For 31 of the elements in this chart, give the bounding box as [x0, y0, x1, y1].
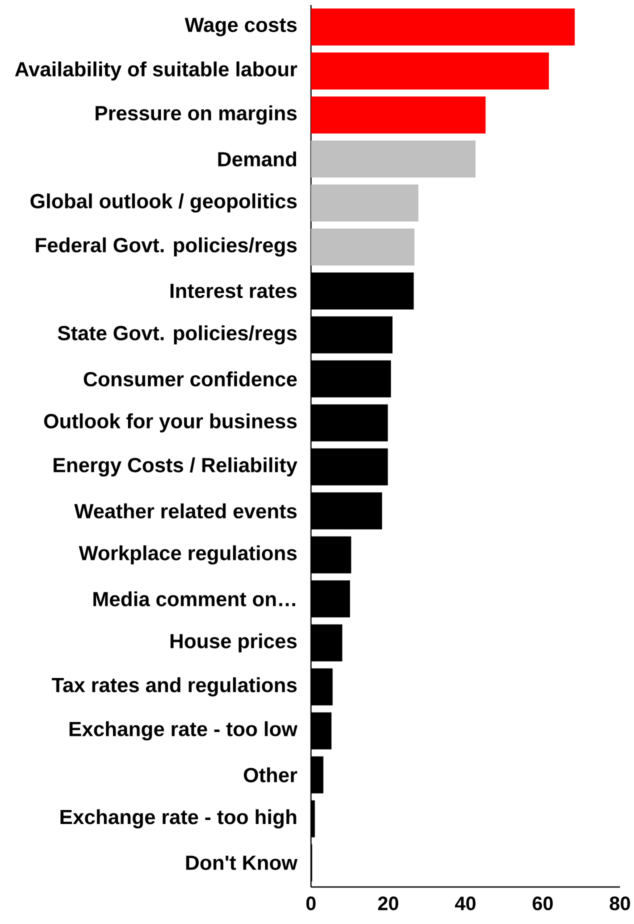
- bar: [310, 228, 414, 266]
- y-tick-label: Demand: [218, 151, 296, 166]
- x-tick-label: 20: [378, 896, 398, 910]
- y-tick-label: Pressure on margins: [96, 105, 297, 125]
- y-tick-label: Exchange rate - too high: [60, 809, 296, 828]
- y-tick-label: Federal Govt. policies/regs: [36, 237, 297, 257]
- bar: [310, 96, 486, 134]
- y-tick-label: House prices: [170, 633, 297, 652]
- bar: [310, 52, 549, 90]
- x-tick-label: 40: [454, 896, 476, 910]
- y-tick-label: Other: [244, 767, 298, 782]
- y-tick-label: Tax rates and regulations: [52, 677, 297, 696]
- y-tick-label: Wage costs: [184, 18, 297, 36]
- x-tick-label: 60: [532, 896, 553, 910]
- y-tick-label: Energy Costs / Reliability: [54, 457, 298, 476]
- bar: [310, 184, 418, 222]
- y-tick-label: Weather related events: [74, 503, 297, 518]
- y-tick-label: Global outlook / geopolitics: [30, 193, 297, 213]
- y-tick-label: Interest rates: [170, 284, 297, 298]
- x-tick-label: 80: [610, 896, 630, 910]
- y-tick-label: Media comment on…: [93, 591, 296, 606]
- y-tick-label: Availability of suitable labour: [14, 61, 298, 81]
- y-tick-label: State Govt. policies/regs: [58, 325, 297, 344]
- y-tick-label: Workplace regulations: [78, 545, 297, 564]
- y-tick-label: Outlook for your business: [44, 413, 297, 432]
- y-tick-label: Exchange rate - too low: [70, 721, 298, 740]
- y-tick-label: Don't Know: [186, 856, 298, 870]
- y-tick-label: Consumer confidence: [84, 371, 297, 386]
- bar: [310, 8, 575, 46]
- bar: [310, 140, 476, 178]
- x-tick-label: 0: [306, 896, 316, 910]
